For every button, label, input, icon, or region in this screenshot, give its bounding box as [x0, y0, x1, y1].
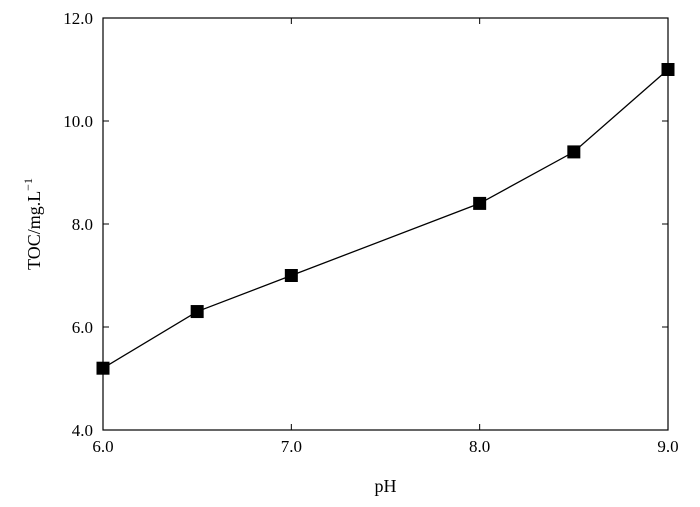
series-line	[102, 69, 669, 369]
x-axis-label: pH	[375, 476, 397, 496]
x-tick-label: 9.0	[657, 437, 678, 456]
data-point-marker	[661, 63, 675, 76]
data-point-marker	[284, 269, 298, 282]
data-point-marker	[473, 196, 487, 210]
plot-frame	[102, 17, 669, 431]
y-tick-label: 8.0	[72, 215, 93, 234]
ticks-layer: 6.0 7.0 8.0 9.04.06.08.010.012.0	[63, 9, 678, 456]
x-tick-label: 8.0	[469, 437, 490, 456]
y-axis-label: TOC/mg.L−1	[21, 178, 44, 270]
data-point-marker	[567, 145, 581, 159]
y-axis-label-sup: −1	[21, 178, 35, 191]
x-tick-label: 7.0	[281, 437, 302, 456]
y-tick-label: 4.0	[72, 421, 93, 440]
data-point-marker	[190, 305, 204, 319]
series-layer	[96, 63, 675, 375]
y-tick-label: 10.0	[63, 112, 93, 131]
y-axis-label-main: TOC/mg.L	[24, 191, 44, 270]
data-point-marker	[96, 361, 110, 375]
y-tick-label: 6.0	[72, 318, 93, 337]
y-tick-label: 12.0	[63, 9, 93, 28]
x-tick-label: 6.0	[92, 437, 113, 456]
